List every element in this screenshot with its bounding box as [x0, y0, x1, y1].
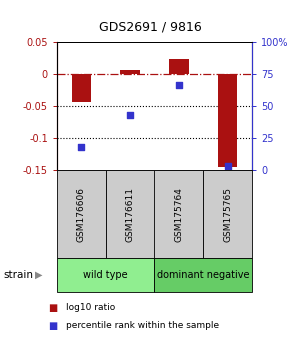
- Bar: [203, 170, 252, 258]
- Text: ■: ■: [48, 303, 57, 313]
- Bar: [57, 170, 106, 258]
- Text: log10 ratio: log10 ratio: [66, 303, 115, 313]
- Text: GSM175765: GSM175765: [223, 187, 232, 242]
- Text: strain: strain: [3, 270, 33, 280]
- Bar: [154, 170, 203, 258]
- Bar: [72, 74, 91, 102]
- Point: [225, 163, 230, 169]
- Text: ■: ■: [48, 321, 57, 331]
- Point: [79, 144, 84, 150]
- Bar: [169, 59, 189, 74]
- Text: GDS2691 / 9816: GDS2691 / 9816: [99, 20, 201, 33]
- Bar: [57, 258, 154, 292]
- Text: percentile rank within the sample: percentile rank within the sample: [66, 321, 219, 330]
- Bar: [154, 258, 252, 292]
- Text: ▶: ▶: [34, 270, 42, 280]
- Text: wild type: wild type: [83, 270, 128, 280]
- Text: dominant negative: dominant negative: [157, 270, 250, 280]
- Text: GSM176611: GSM176611: [126, 187, 135, 242]
- Text: GSM176606: GSM176606: [77, 187, 86, 242]
- Point: [176, 82, 181, 87]
- Point: [128, 112, 133, 118]
- Bar: [120, 70, 140, 74]
- Bar: [218, 74, 237, 167]
- Text: GSM175764: GSM175764: [174, 187, 183, 242]
- Bar: [106, 170, 154, 258]
